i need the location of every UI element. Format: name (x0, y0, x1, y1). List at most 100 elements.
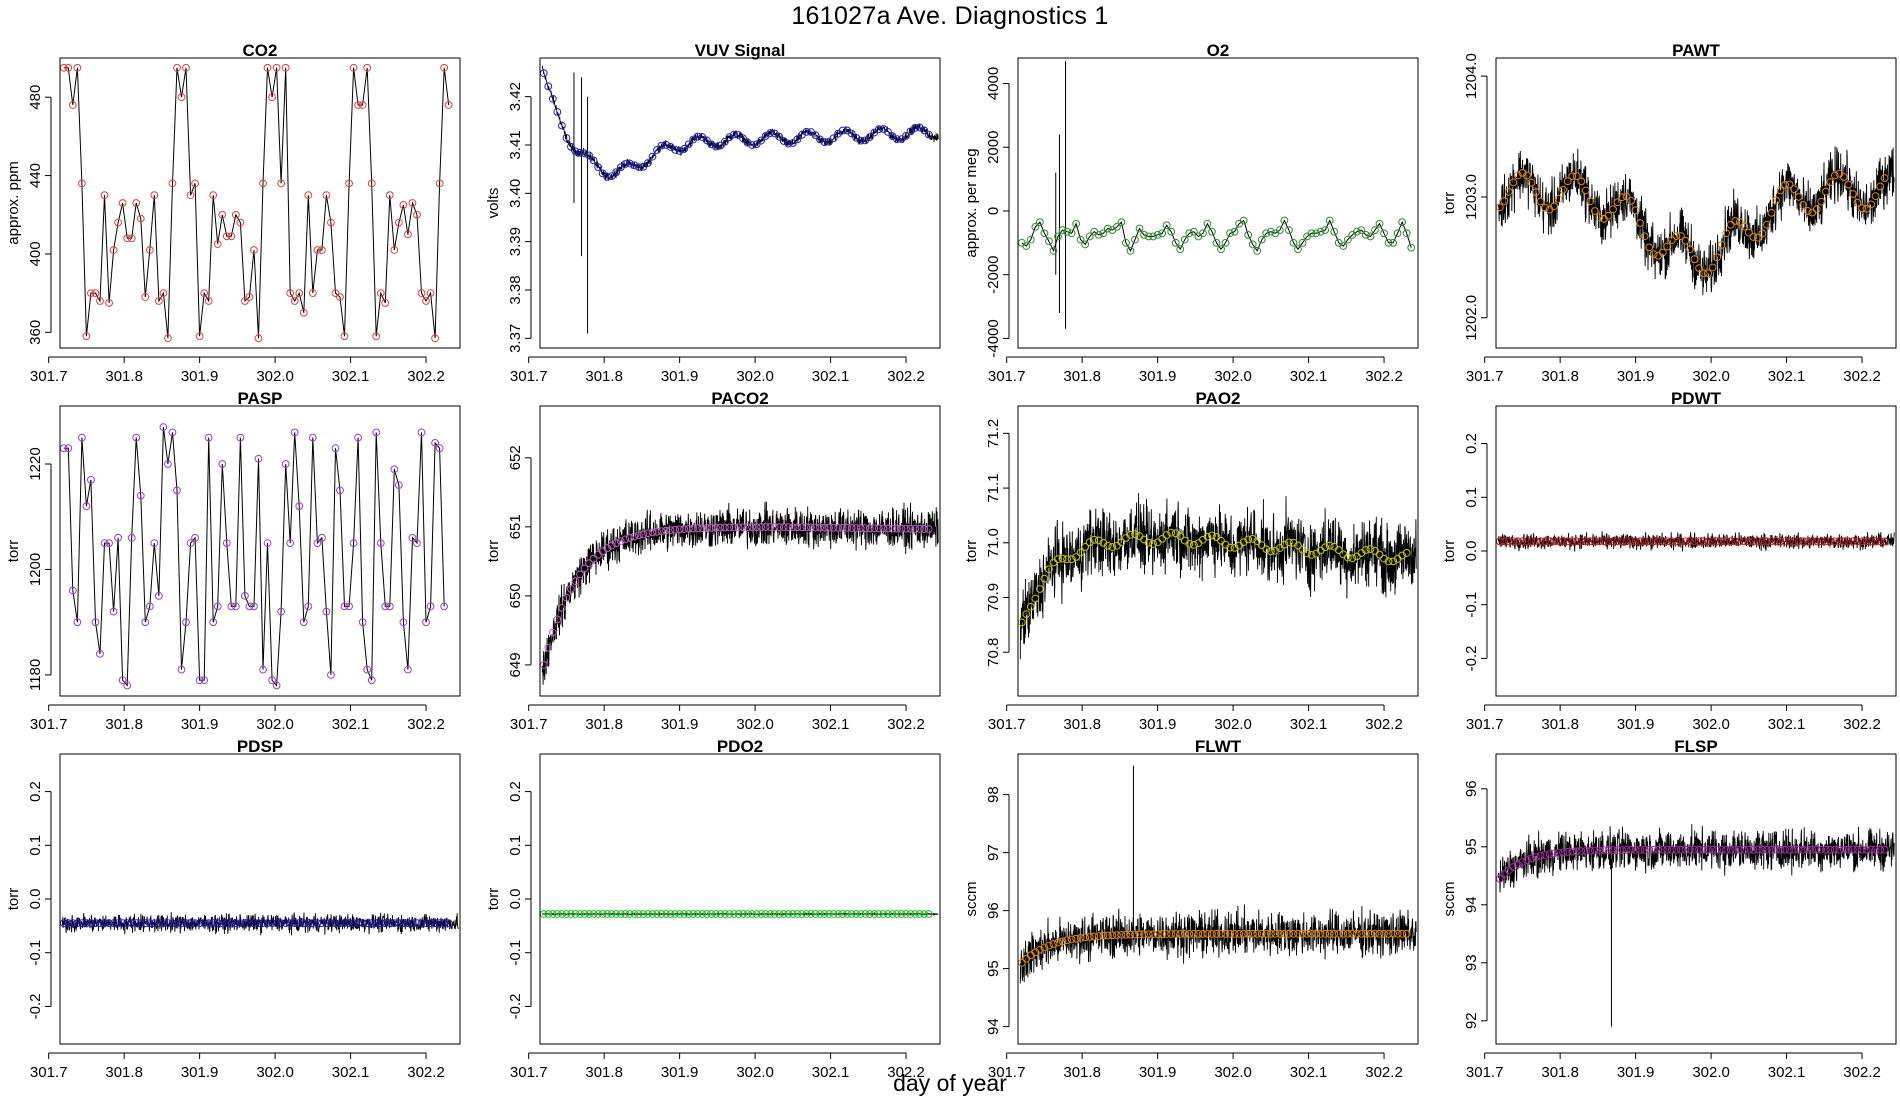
data-point (1253, 929, 1262, 938)
data-point (1371, 929, 1379, 938)
x-axis: 301.7 301.8 301.9 302.0 302.1 302.2 (988, 1052, 1403, 1081)
data-point (1099, 931, 1108, 940)
data-point (1226, 929, 1234, 938)
data-point (1622, 192, 1631, 201)
data-point (1731, 217, 1740, 225)
data-point (177, 919, 186, 928)
data-point (1672, 537, 1681, 546)
x-tick-label: 301.7 (988, 1064, 1026, 1081)
x-tick-label: 301.8 (1063, 716, 1101, 733)
y-tick-label: -0.1 (27, 940, 44, 966)
x-tick-label: 301.7 (988, 368, 1026, 385)
data-point (385, 602, 394, 611)
data-point (1758, 845, 1767, 854)
y-tick-label: 0.0 (27, 889, 44, 910)
data-point (64, 444, 73, 453)
data-point (399, 201, 408, 209)
data-point (1063, 227, 1071, 236)
data-point (1672, 232, 1681, 240)
x-tick-label: 302.1 (812, 1064, 850, 1081)
data-point (1217, 536, 1225, 545)
data-point (1026, 235, 1035, 244)
data-point (671, 525, 679, 534)
data-point (286, 289, 295, 298)
x-tick-label: 301.9 (181, 716, 219, 733)
data-point (784, 910, 793, 918)
data-point (317, 533, 326, 542)
data-point (241, 591, 249, 600)
data-point (1871, 845, 1880, 854)
x-tick-label: 301.8 (1541, 368, 1579, 385)
data-point (213, 919, 222, 928)
data-point (1880, 845, 1889, 854)
data-point (272, 681, 281, 690)
data-point (689, 910, 698, 918)
data-point (893, 910, 901, 918)
data-point (1713, 253, 1722, 262)
x-tick-label: 302.0 (736, 1064, 774, 1081)
data-point (625, 910, 634, 918)
data-point (1735, 845, 1744, 854)
data-point (1785, 845, 1794, 854)
data-point (1149, 930, 1157, 939)
data-point (1649, 537, 1658, 546)
data-point (73, 919, 82, 928)
x-tick-label: 301.9 (661, 368, 699, 385)
data-point (431, 334, 439, 343)
data-point (304, 602, 313, 611)
data-point (64, 63, 73, 72)
data-point (1772, 537, 1780, 546)
data-point (1667, 236, 1676, 245)
data-point (1586, 197, 1595, 206)
data-point (870, 524, 879, 533)
data-point (435, 444, 444, 453)
data-point (82, 332, 91, 341)
data-point (1690, 537, 1699, 546)
data-point (327, 671, 335, 679)
data-point (1704, 269, 1712, 278)
data-point (1058, 554, 1067, 563)
data-point (105, 539, 113, 547)
data-point (1790, 845, 1799, 854)
data-point (1321, 543, 1330, 552)
data-point (363, 63, 372, 72)
data-point (644, 159, 652, 167)
data-point (440, 602, 449, 611)
data-point (1844, 845, 1853, 854)
data-point (1803, 207, 1812, 215)
data-point (1704, 845, 1712, 854)
data-point (304, 919, 313, 928)
data-point (906, 524, 915, 533)
data-point (1126, 246, 1135, 255)
data-point (1298, 238, 1307, 247)
y-tick-label: 97 (985, 844, 1002, 861)
data-point (902, 524, 910, 533)
data-point (1117, 218, 1126, 227)
data-point (209, 191, 218, 200)
data-point (159, 919, 168, 928)
chart-panel-flwt: FLWT 301.7 301.8 301.9 302.0 302.1 302.2 94 95 96… (963, 737, 1419, 1081)
data-point (680, 145, 689, 153)
series-line (63, 427, 445, 687)
x-tick-label: 302.2 (407, 368, 445, 385)
data-point (739, 910, 747, 918)
data-point (408, 533, 417, 542)
x-tick-label: 301.7 (30, 368, 68, 385)
data-point (363, 919, 372, 928)
y-axis: -4000 -2000 0 2000 4000 (985, 67, 1010, 358)
data-point (1645, 243, 1654, 252)
data-point (580, 149, 589, 158)
data-point (1830, 845, 1839, 854)
data-point (1275, 226, 1284, 234)
data-point (1380, 554, 1388, 563)
data-point (802, 523, 811, 532)
data-point (1402, 929, 1411, 938)
data-point (1849, 845, 1857, 854)
data-point (1600, 537, 1608, 546)
y-tick-label: 1204.0 (1463, 53, 1480, 99)
data-point (576, 910, 584, 918)
data-point (417, 428, 426, 437)
y-tick-label: 1200 (27, 553, 44, 586)
data-point (1230, 543, 1239, 552)
data-point (766, 523, 775, 531)
